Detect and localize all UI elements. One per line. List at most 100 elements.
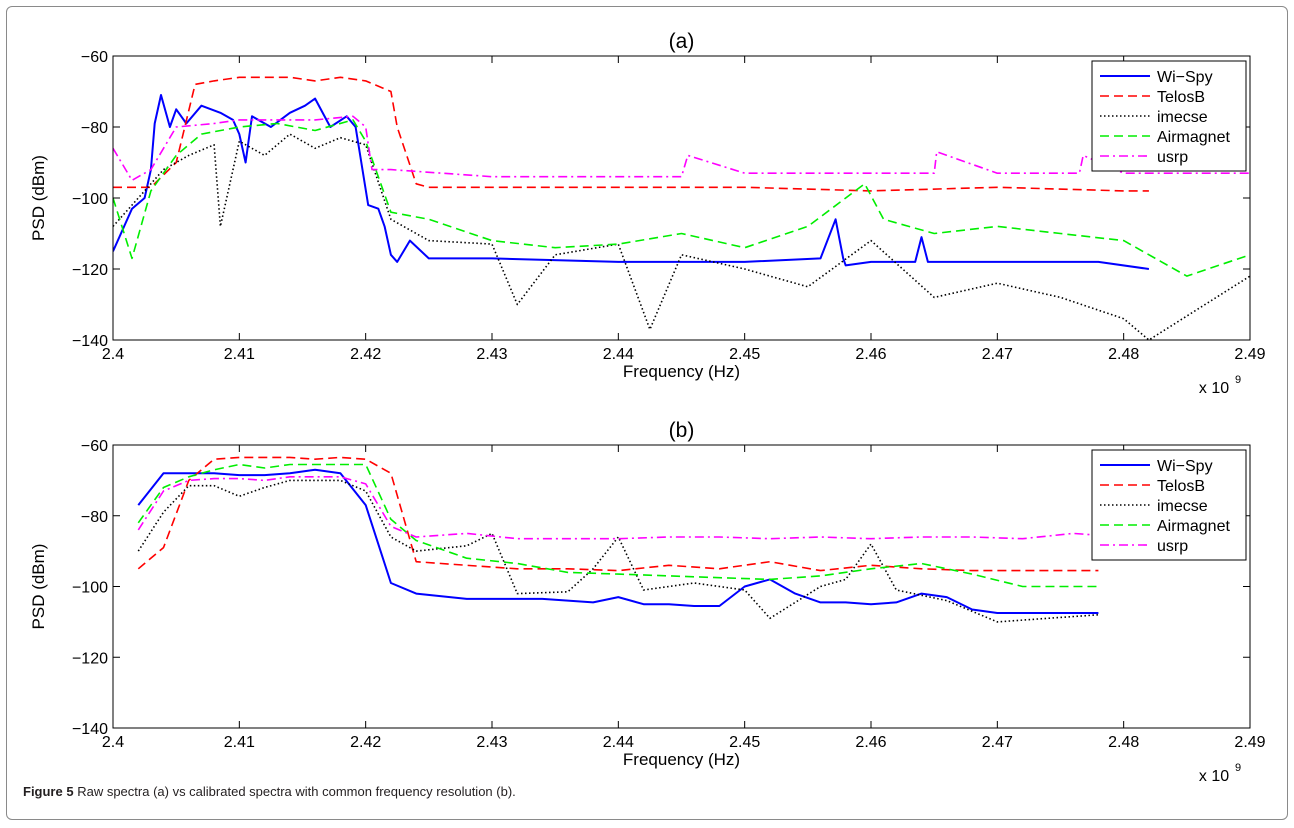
series-point-0-2 [214, 473, 215, 474]
x-multiplier: x 10 [1199, 768, 1229, 785]
y-tick-label: −80 [81, 120, 108, 137]
series-point-3-8 [352, 119, 353, 120]
series-point-0-16 [643, 604, 644, 605]
series-point-0-2 [144, 197, 145, 198]
series-point-3-4 [239, 464, 240, 465]
series-point-2-7 [315, 480, 316, 481]
series-point-3-17 [807, 226, 808, 227]
series-point-3-21 [921, 563, 922, 564]
series-point-0-4 [154, 123, 155, 124]
series-point-1-17 [719, 568, 720, 569]
series-point-4-21 [921, 536, 922, 537]
series-point-0-26 [397, 261, 398, 262]
series-point-4-9 [365, 483, 366, 484]
series-line-1 [113, 76, 1149, 192]
series-point-0-9 [390, 582, 391, 583]
x-axis-label: Frequency (Hz) [623, 362, 740, 381]
series-point-4-14 [567, 538, 568, 539]
series-point-2-21 [807, 286, 808, 287]
series-point-3-23 [1022, 586, 1023, 587]
series-point-1-5 [264, 457, 265, 458]
series-point-4-6 [289, 476, 290, 477]
series-group [137, 456, 1099, 623]
series-point-0-9 [201, 105, 202, 106]
series-point-3-9 [365, 141, 366, 142]
series-point-1-6 [264, 77, 265, 78]
series-point-0-27 [409, 240, 410, 241]
series-point-0-29 [972, 609, 973, 610]
series-point-1-13 [517, 568, 518, 569]
series-point-2-14 [491, 244, 492, 245]
y-tick-label: −100 [72, 191, 108, 208]
series-point-0-36 [870, 261, 871, 262]
series-point-1-18 [769, 561, 770, 562]
series-point-3-10 [390, 519, 391, 520]
x-tick-label: 2.49 [1234, 346, 1265, 363]
series-point-0-16 [289, 112, 290, 113]
series-point-0-6 [315, 469, 316, 470]
x-tick-label: 2.44 [603, 346, 634, 363]
series-point-0-5 [289, 473, 290, 474]
series-point-3-4 [201, 134, 202, 135]
series-point-1-6 [289, 457, 290, 458]
series-point-4-17 [870, 173, 871, 174]
series-point-3-5 [264, 467, 265, 468]
series-point-3-13 [517, 563, 518, 564]
series-point-0-37 [915, 261, 916, 262]
series-point-3-19 [864, 183, 865, 184]
series-point-0-19 [719, 605, 720, 606]
series-point-2-19 [681, 254, 682, 255]
series-point-4-24 [1073, 533, 1074, 534]
series-point-3-3 [214, 469, 215, 470]
series-line-2 [113, 133, 1250, 340]
legend-box [1091, 449, 1247, 561]
y-tick-label: −120 [72, 650, 108, 667]
series-point-3-21 [934, 233, 935, 234]
legend-label-2: imecse [1157, 498, 1208, 515]
series-point-2-14 [517, 593, 518, 594]
series-point-3-7 [315, 130, 316, 131]
series-point-3-20 [870, 568, 871, 569]
series-point-2-24 [870, 543, 871, 544]
series-point-3-6 [289, 464, 290, 465]
series-point-1-3 [195, 84, 196, 85]
series-point-0-5 [160, 94, 161, 95]
series-point-1-11 [416, 561, 417, 562]
series-point-4-15 [618, 538, 619, 539]
chart-panel-1: (b) 2.4 2.41 2.42 2.43 2.44 2.45 2.46 2.47 2.48 2.… [29, 419, 1266, 785]
series-point-3-19 [820, 575, 821, 576]
y-axis-label: PSD (dBm) [29, 155, 48, 241]
series-point-0-32 [820, 258, 821, 259]
series-point-0-25 [870, 604, 871, 605]
legend-label-1: TelosB [1157, 478, 1205, 495]
series-point-0-8 [365, 505, 366, 506]
series-point-4-4 [214, 123, 215, 124]
legend-label-4: usrp [1157, 538, 1188, 555]
series-point-2-12 [390, 219, 391, 220]
series-point-1-9 [365, 459, 366, 460]
series-point-2-11 [416, 551, 417, 552]
series-point-0-17 [668, 604, 669, 605]
series-point-3-14 [567, 572, 568, 573]
series-point-2-19 [694, 582, 695, 583]
x-tick-label: 2.48 [1108, 346, 1139, 363]
series-point-1-15 [491, 187, 492, 188]
series-point-1-4 [214, 80, 215, 81]
series-point-2-6 [289, 480, 290, 481]
x-tick-label: 2.43 [476, 346, 507, 363]
series-point-0-39 [927, 261, 928, 262]
series-point-0-6 [169, 126, 170, 127]
series-point-2-20 [744, 589, 745, 590]
series-point-4-16 [744, 173, 745, 174]
series-point-2-6 [239, 141, 240, 142]
series-point-0-27 [921, 593, 922, 594]
x-tick-label: 2.48 [1108, 734, 1139, 751]
caption-label: Figure 5 [23, 784, 74, 799]
series-point-3-3 [176, 155, 177, 156]
series-point-3-26 [1186, 276, 1187, 277]
series-point-1-14 [428, 187, 429, 188]
series-point-0-20 [744, 586, 745, 587]
series-point-3-20 [883, 219, 884, 220]
series-point-4-14 [681, 176, 682, 177]
series-point-0-7 [340, 473, 341, 474]
